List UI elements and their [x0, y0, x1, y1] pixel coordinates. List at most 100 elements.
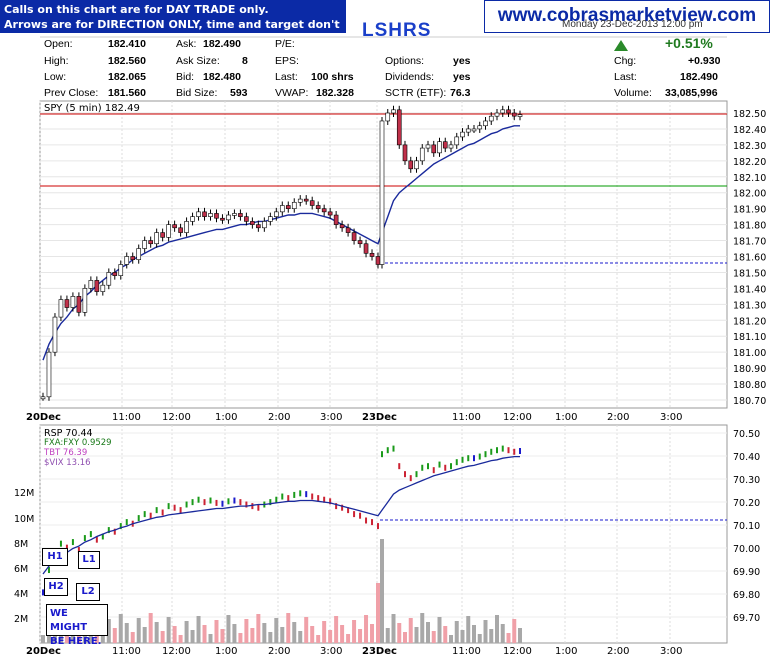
volume-bar	[376, 583, 380, 643]
y-tick-label: 182.40	[733, 125, 766, 136]
price-series	[40, 105, 523, 401]
volume-bar	[460, 630, 465, 643]
volume-bar	[136, 618, 141, 643]
volume-bar	[328, 630, 333, 643]
rsp-series	[41, 445, 522, 643]
candle-body	[250, 221, 255, 225]
x-tick-label: 2:00	[268, 412, 290, 423]
candle-body	[46, 351, 52, 398]
candle-body	[268, 216, 273, 222]
candle-body	[483, 120, 488, 127]
volume-bar	[142, 627, 147, 643]
dividends-label: Dividends:	[385, 71, 435, 83]
candle-body	[214, 213, 219, 219]
bid-label: Bid:	[176, 71, 195, 83]
label-l1: L1	[78, 551, 100, 569]
volume-bar	[226, 615, 231, 643]
vwap-value: 182.328	[316, 87, 354, 99]
y-tick-label: 182.20	[733, 157, 766, 168]
candle-body	[184, 221, 189, 233]
volume-bar	[310, 626, 315, 643]
candle-body	[100, 284, 106, 292]
candle-body	[285, 205, 291, 209]
rsp-grid: 20Dec 11:00 12:00 1:00 2:00 3:00 23Dec 11:00 12:…	[14, 425, 760, 657]
candle-body	[220, 217, 225, 221]
candle-body	[500, 109, 506, 114]
volume-label: Volume:	[614, 87, 652, 99]
volume-bar	[500, 624, 505, 643]
volume-bar	[100, 633, 105, 643]
volume-bar	[437, 617, 442, 643]
volume-bar	[214, 620, 219, 643]
bid-size-label: Bid Size:	[176, 87, 218, 99]
candle-body	[303, 198, 309, 202]
rsp-y-tick-label: 70.40	[733, 452, 760, 463]
x-tick-label-lower: 12:00	[503, 646, 532, 657]
volume-bar	[483, 620, 488, 643]
candle-body	[76, 296, 82, 313]
volume-bar	[420, 613, 425, 643]
label-l2: L2	[76, 583, 100, 601]
rsp-y-tick-label: 70.20	[733, 498, 760, 509]
y-tick-label: 182.10	[733, 173, 766, 184]
ask-value: 182.490	[203, 38, 241, 50]
options-label: Options:	[385, 55, 425, 67]
candle-body	[419, 147, 425, 162]
candle-body	[351, 232, 357, 241]
volume-bar	[196, 616, 201, 643]
candle-body	[454, 136, 460, 146]
volume-bar	[489, 629, 494, 643]
candle-body	[196, 211, 201, 217]
chart-symbol: LSHRS	[362, 20, 432, 41]
candle-body	[494, 112, 500, 117]
legend-vix: $VIX 13.16	[44, 458, 91, 468]
y-tick-label: 181.80	[733, 221, 766, 232]
volume-bar	[41, 635, 45, 643]
volume-bar	[130, 632, 135, 643]
candle-body	[232, 213, 237, 216]
site-link[interactable]: www.cobrasmarketview.com	[484, 0, 770, 33]
volume-bar	[518, 628, 522, 643]
volume-bar	[322, 621, 327, 643]
price-panel-title: SPY (5 min) 182.49	[44, 103, 140, 114]
candle-body	[106, 272, 112, 286]
candle-body	[379, 120, 385, 265]
rsp-y-tick-label: 70.10	[733, 521, 760, 532]
disclaimer-line-1: Calls on this chart are for DAY TRADE on…	[4, 3, 269, 16]
volume-bar	[124, 623, 129, 643]
high-label: High:	[44, 55, 69, 67]
rsp-y-tick-label: 69.70	[733, 613, 760, 624]
prev-close-value: 181.560	[108, 87, 146, 99]
percent-change: +0.51%	[665, 35, 713, 51]
candle-body	[345, 227, 351, 233]
y-tick-label: 182.30	[733, 141, 766, 152]
x-tick-label: 1:00	[555, 412, 577, 423]
volume-bar	[232, 624, 237, 643]
candle-body	[82, 288, 88, 313]
volume-bar	[346, 634, 351, 643]
y-tick-label: 180.90	[733, 364, 766, 375]
candle-body	[238, 213, 243, 217]
label-h1: H1	[42, 548, 68, 566]
candle-body	[442, 141, 448, 149]
candle-body	[112, 272, 118, 276]
x-tick-label: 11:00	[112, 412, 141, 423]
x-tick-label-lower: 2:00	[268, 646, 290, 657]
candle-body	[391, 109, 396, 114]
volume-bar	[352, 620, 357, 643]
x-tick-label-lower: 2:00	[607, 646, 629, 657]
disclaimer-line-2: Arrows are for DIRECTION ONLY, time and …	[4, 18, 340, 46]
legend-fxa: FXA:FXY 0.9529	[44, 438, 112, 448]
candle-body	[369, 253, 375, 257]
candle-body	[52, 316, 58, 353]
volume-bar	[449, 635, 453, 643]
volume-tick-label: 2M	[14, 614, 28, 625]
candle-body	[172, 224, 177, 229]
rsp-y-tick-label: 69.90	[733, 567, 760, 578]
candle-body	[375, 256, 381, 265]
x-tick-label: 2:00	[607, 412, 629, 423]
candle-body	[357, 240, 363, 245]
volume-bar	[280, 627, 285, 643]
volume-bar	[148, 613, 153, 643]
volume-bar	[454, 621, 459, 643]
